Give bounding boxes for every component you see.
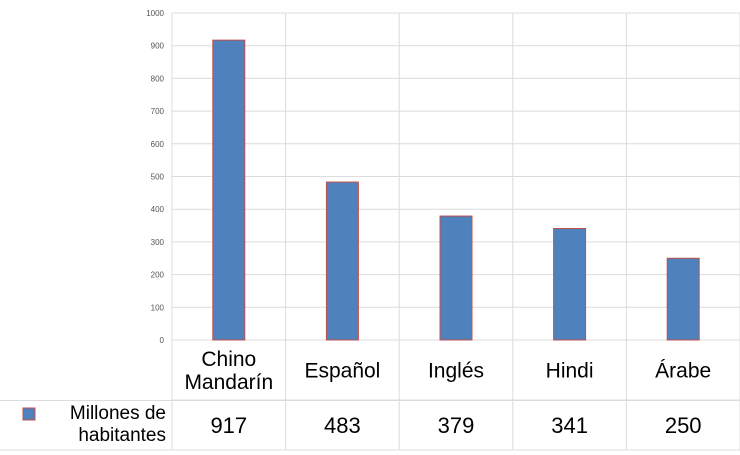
y-tick-label: 500 bbox=[151, 173, 165, 182]
data-table-value: 483 bbox=[324, 413, 361, 438]
y-tick-label: 100 bbox=[151, 303, 165, 312]
y-tick-label: 0 bbox=[160, 336, 165, 345]
y-tick-label: 900 bbox=[151, 42, 165, 51]
y-axis-ticks: 0 100 200 300 400 500 600 700 800 900 1000 bbox=[146, 9, 164, 345]
x-category-label: Español bbox=[304, 359, 380, 382]
y-tick-label: 700 bbox=[151, 107, 165, 116]
y-tick-label: 400 bbox=[151, 205, 165, 214]
data-table-value: 379 bbox=[438, 413, 475, 438]
bar bbox=[666, 257, 700, 341]
data-table-value: 250 bbox=[665, 413, 702, 438]
x-category-label: Inglés bbox=[428, 359, 484, 382]
y-tick-label: 200 bbox=[151, 271, 165, 280]
grid bbox=[171, 12, 740, 400]
x-category-label: Árabe bbox=[655, 359, 711, 382]
x-category-label: Chino Mandarín bbox=[184, 348, 273, 394]
bar bbox=[439, 215, 473, 341]
bar bbox=[212, 39, 246, 341]
y-tick-label: 800 bbox=[151, 74, 165, 83]
bars bbox=[212, 39, 700, 341]
legend-label: Millones de habitantes bbox=[70, 403, 166, 446]
y-tick-label: 600 bbox=[151, 140, 165, 149]
y-tick-label: 1000 bbox=[146, 9, 164, 18]
data-table: Chino Mandarín 917 Español 483 Inglés 379 Hindi… bbox=[0, 348, 740, 451]
data-table-value: 341 bbox=[551, 413, 588, 438]
bar bbox=[325, 181, 359, 341]
x-category-label: Hindi bbox=[546, 359, 594, 382]
y-tick-label: 300 bbox=[151, 238, 165, 247]
bar bbox=[553, 227, 587, 341]
data-table-value: 917 bbox=[210, 413, 247, 438]
legend-key bbox=[22, 407, 36, 421]
